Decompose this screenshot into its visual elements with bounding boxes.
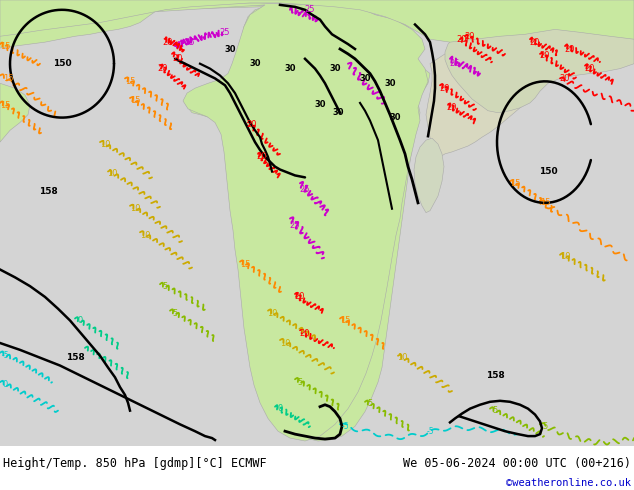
Text: ©weatheronline.co.uk: ©weatheronline.co.uk — [506, 478, 631, 488]
Text: -5: -5 — [341, 422, 349, 431]
Text: 10: 10 — [397, 353, 407, 362]
PathPatch shape — [155, 3, 430, 441]
Text: 15: 15 — [130, 97, 140, 105]
Text: 20: 20 — [172, 54, 183, 63]
Text: 10: 10 — [280, 339, 290, 347]
Text: 30: 30 — [389, 113, 401, 122]
Polygon shape — [426, 36, 552, 157]
Text: 20: 20 — [465, 32, 476, 41]
Text: 10: 10 — [100, 140, 110, 148]
Text: 5: 5 — [172, 309, 178, 318]
Text: 10: 10 — [107, 169, 117, 178]
Text: 30: 30 — [314, 100, 326, 109]
Text: 20: 20 — [295, 293, 305, 301]
Text: 30: 30 — [359, 74, 371, 83]
Text: 10: 10 — [130, 204, 140, 213]
Text: 30: 30 — [384, 79, 396, 88]
Polygon shape — [445, 3, 634, 113]
Text: 20: 20 — [585, 64, 595, 73]
Text: 20: 20 — [530, 38, 540, 47]
Text: 25: 25 — [305, 5, 315, 14]
Text: 15: 15 — [0, 42, 10, 50]
Text: 15: 15 — [510, 179, 521, 188]
Text: 0: 0 — [3, 380, 8, 389]
Text: 20: 20 — [440, 84, 450, 93]
Text: 20: 20 — [540, 51, 550, 60]
Text: 20: 20 — [447, 103, 457, 112]
Text: 20: 20 — [456, 35, 467, 44]
Text: 15: 15 — [0, 101, 10, 110]
Text: 5: 5 — [493, 406, 498, 415]
Text: 150: 150 — [53, 59, 71, 68]
Text: -5: -5 — [1, 351, 9, 360]
Text: 5: 5 — [297, 378, 302, 387]
Text: 15: 15 — [3, 74, 13, 83]
Text: 25: 25 — [450, 59, 460, 68]
Text: 158: 158 — [66, 353, 84, 362]
Text: 20: 20 — [257, 152, 268, 161]
Polygon shape — [0, 0, 155, 48]
Text: 10: 10 — [560, 252, 570, 261]
Text: 5: 5 — [542, 422, 548, 431]
Text: 20: 20 — [300, 329, 310, 338]
Text: 30: 30 — [249, 59, 261, 68]
Text: 25: 25 — [184, 38, 195, 47]
Text: 158: 158 — [39, 187, 57, 196]
Text: 15: 15 — [125, 77, 135, 86]
Text: -5: -5 — [426, 427, 434, 436]
Text: 0: 0 — [278, 404, 283, 413]
Text: 150: 150 — [539, 167, 557, 176]
Text: 158: 158 — [486, 371, 505, 380]
Text: 25: 25 — [290, 221, 301, 230]
Text: 20: 20 — [560, 74, 570, 83]
Text: 30: 30 — [329, 64, 340, 73]
Text: 5: 5 — [162, 282, 167, 291]
Text: Height/Temp. 850 hPa [gdmp][°C] ECMWF: Height/Temp. 850 hPa [gdmp][°C] ECMWF — [3, 457, 267, 470]
Polygon shape — [0, 0, 634, 42]
Text: 10: 10 — [267, 309, 277, 318]
Text: 10: 10 — [139, 231, 150, 240]
Text: 20: 20 — [163, 38, 173, 47]
Text: 15: 15 — [540, 198, 550, 207]
Text: 20: 20 — [565, 45, 575, 53]
Text: 30: 30 — [284, 64, 295, 73]
Text: 25: 25 — [220, 28, 230, 37]
Polygon shape — [0, 83, 30, 142]
Text: 30: 30 — [332, 108, 344, 117]
Text: 0: 0 — [77, 316, 82, 325]
Text: We 05-06-2024 00:00 UTC (00+216): We 05-06-2024 00:00 UTC (00+216) — [403, 457, 631, 470]
Text: 15: 15 — [240, 260, 250, 269]
Text: 25: 25 — [300, 185, 310, 194]
Text: 30: 30 — [224, 45, 236, 53]
Text: 15: 15 — [340, 316, 350, 325]
Text: 5: 5 — [367, 399, 373, 408]
Text: 20: 20 — [158, 64, 168, 73]
Text: 20: 20 — [247, 120, 257, 129]
Polygon shape — [414, 138, 444, 213]
Polygon shape — [155, 3, 428, 441]
